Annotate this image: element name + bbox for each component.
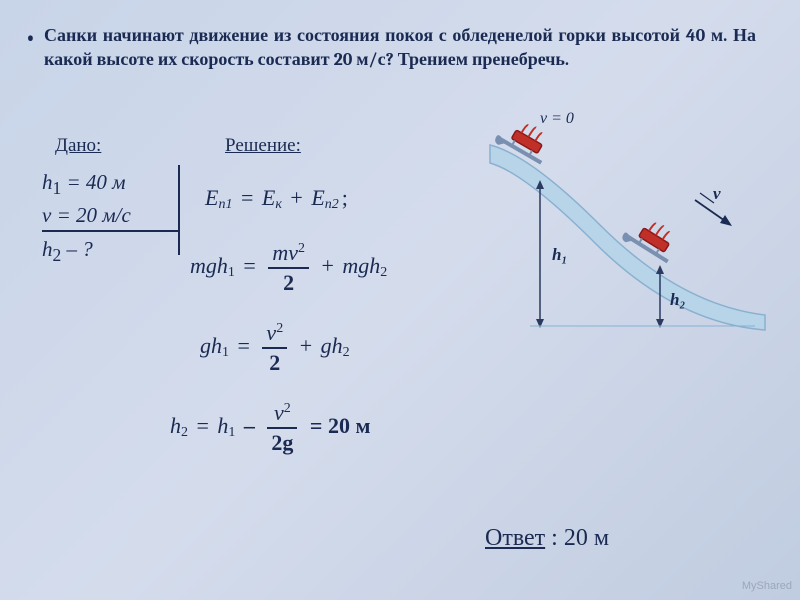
- h2-label: h₂: [670, 290, 685, 309]
- problem-statement: Санки начинают движение из состояния пок…: [44, 24, 756, 73]
- given-line-1: h1 = 40 м: [42, 168, 131, 201]
- v-vector-head: [720, 215, 732, 226]
- h1-label: h₁: [552, 245, 567, 264]
- answer: Ответ : 20 м: [485, 525, 609, 552]
- h2-arrow-down: [656, 319, 664, 328]
- equation-3: gh1 = v2 2 + gh2: [200, 320, 350, 376]
- equation-2: mgh1 = mv2 2 + mgh2: [190, 240, 387, 296]
- diagram: h₁ h₂ v = 0: [470, 105, 770, 355]
- given-line-3: h2 – ?: [42, 235, 131, 268]
- equation-1: Еп1 = Ек + Еп2;: [205, 185, 351, 213]
- given-block: h1 = 40 м v = 20 м/с h2 – ?: [42, 168, 131, 268]
- equation-4: h2 = h1 – v2 2g = 20 м: [170, 400, 373, 456]
- solution-label: Решение:: [225, 135, 301, 157]
- watermark: MyShared: [742, 580, 792, 592]
- h1-arrow-down: [536, 319, 544, 328]
- v-label: v: [713, 184, 721, 203]
- v0-label: v = 0: [540, 110, 574, 127]
- given-label: Дано:: [55, 135, 101, 157]
- v-vector-bar: [700, 193, 714, 203]
- h2-arrow-up: [656, 265, 664, 274]
- given-line-2: v = 20 м/с: [42, 201, 131, 229]
- given-divider-vertical: [178, 165, 180, 255]
- given-divider-horizontal: [42, 230, 178, 232]
